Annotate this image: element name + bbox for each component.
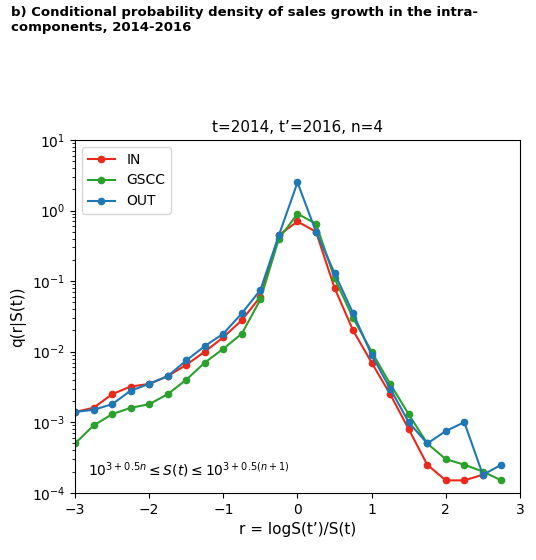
Line: IN: IN (72, 218, 486, 483)
OUT (443, 428, 449, 435)
GSCC (461, 461, 467, 468)
IN (480, 472, 486, 478)
X-axis label: r = logS(t’)/S(t): r = logS(t’)/S(t) (239, 522, 356, 537)
IN (387, 391, 393, 398)
GSCC (239, 330, 245, 337)
Line: GSCC: GSCC (72, 211, 504, 483)
OUT (257, 287, 264, 293)
GSCC (109, 411, 115, 418)
IN (424, 461, 430, 468)
Legend: IN, GSCC, OUT: IN, GSCC, OUT (82, 147, 171, 214)
IN (294, 218, 301, 225)
Text: b) Conditional probability density of sales growth in the intra-
components, 201: b) Conditional probability density of sa… (11, 6, 478, 34)
IN (443, 477, 449, 484)
OUT (128, 388, 134, 394)
GSCC (72, 440, 78, 447)
OUT (220, 330, 227, 337)
GSCC (91, 422, 97, 429)
OUT (294, 179, 301, 186)
GSCC (368, 348, 375, 355)
OUT (405, 419, 412, 426)
IN (257, 293, 264, 300)
GSCC (294, 211, 301, 217)
IN (313, 228, 319, 235)
GSCC (350, 315, 356, 321)
IN (183, 362, 190, 368)
Y-axis label: q(r|S(t)): q(r|S(t)) (10, 286, 26, 347)
OUT (202, 343, 208, 349)
GSCC (331, 275, 338, 282)
OUT (91, 407, 97, 413)
GSCC (480, 468, 486, 475)
GSCC (257, 296, 264, 303)
OUT (72, 409, 78, 416)
GSCC (183, 376, 190, 383)
OUT (183, 357, 190, 364)
IN (202, 348, 208, 355)
OUT (424, 440, 430, 447)
IN (276, 232, 282, 239)
OUT (461, 419, 467, 426)
OUT (146, 380, 152, 387)
GSCC (405, 411, 412, 418)
GSCC (387, 380, 393, 387)
IN (350, 327, 356, 334)
OUT (239, 310, 245, 316)
OUT (480, 472, 486, 478)
IN (331, 284, 338, 291)
IN (109, 391, 115, 398)
GSCC (165, 391, 171, 398)
OUT (368, 352, 375, 358)
GSCC (443, 456, 449, 463)
Title: t=2014, t’=2016, n=4: t=2014, t’=2016, n=4 (212, 120, 383, 134)
OUT (313, 228, 319, 235)
GSCC (424, 440, 430, 447)
IN (220, 334, 227, 340)
OUT (165, 373, 171, 380)
IN (128, 383, 134, 390)
OUT (387, 385, 393, 392)
Line: OUT: OUT (72, 179, 504, 478)
IN (405, 426, 412, 432)
OUT (498, 461, 504, 468)
GSCC (202, 360, 208, 366)
IN (239, 317, 245, 324)
GSCC (313, 221, 319, 227)
IN (72, 409, 78, 416)
IN (165, 373, 171, 380)
IN (91, 404, 97, 411)
IN (461, 477, 467, 484)
GSCC (220, 346, 227, 352)
GSCC (128, 404, 134, 411)
OUT (276, 232, 282, 239)
GSCC (146, 401, 152, 408)
GSCC (276, 235, 282, 242)
Text: $10^{3+0.5n} \leq S(t) \leq 10^{3+0.5(n+1)}$: $10^{3+0.5n} \leq S(t) \leq 10^{3+0.5(n+… (88, 460, 290, 479)
IN (368, 360, 375, 366)
OUT (331, 270, 338, 277)
OUT (109, 401, 115, 408)
OUT (350, 310, 356, 316)
GSCC (498, 477, 504, 484)
IN (146, 380, 152, 387)
